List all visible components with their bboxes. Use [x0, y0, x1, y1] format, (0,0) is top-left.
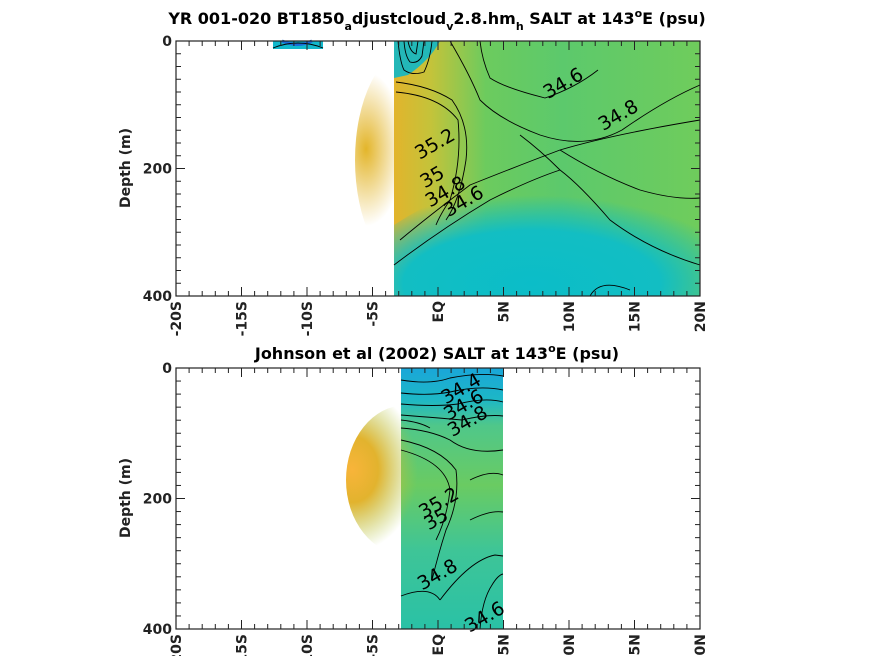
panel-2-contour-lines	[400, 373, 504, 630]
x-tick-label: EQ	[431, 301, 447, 323]
panel-2-title: Johnson et al (2002) SALT at 143oE (psu)	[254, 342, 619, 363]
x-tick-label: 15N	[628, 301, 644, 332]
x-tick-label: -15S	[235, 634, 251, 656]
y-tick-label: 400	[143, 289, 172, 305]
x-tick-label: 10N	[562, 634, 578, 656]
panel-2-high-salinity-core	[346, 405, 466, 555]
x-tick-label: 20N	[693, 634, 709, 656]
x-tick-label: -10S	[300, 301, 316, 336]
x-tick-label: -10S	[300, 634, 316, 656]
panel-2-y-ticks: 0 200 400	[143, 361, 172, 638]
y-tick-label: 0	[162, 361, 172, 377]
panel-2-y-axis-label: Depth (m)	[118, 458, 134, 538]
panel-1-y-axis-label: Depth (m)	[118, 128, 134, 208]
panel-1-x-ticks: -20S -15S -10S -5S EQ 5N 10N 15N 20N	[169, 301, 709, 336]
x-tick-label: -20S	[169, 301, 185, 336]
panel-2-minor-ticks	[175, 367, 701, 630]
panel-1-y-ticks: 0 200 400	[143, 34, 172, 305]
panel-2: Johnson et al (2002) SALT at 143oE (psu)…	[118, 342, 709, 656]
x-tick-label: 10N	[562, 301, 578, 332]
panel-1-contour-lines	[272, 40, 701, 297]
x-tick-label: 20N	[693, 301, 709, 332]
x-tick-label: -5S	[366, 634, 382, 656]
panel-1-minor-ticks	[175, 40, 701, 297]
x-tick-label: -15S	[235, 301, 251, 336]
x-tick-label: 15N	[628, 634, 644, 656]
panel-1: YR 001-020 BT1850adjustcloudv2.8.hmh SAL…	[118, 7, 709, 336]
y-tick-label: 200	[143, 492, 172, 508]
panel-2-x-ticks: -20S -15S -10S -5S EQ 5N 10N 15N 20N	[169, 634, 709, 656]
panel-1-surface-patch-core	[281, 39, 313, 46]
panel-1-low-salinity-region	[394, 170, 700, 296]
y-tick-label: 0	[162, 34, 172, 50]
x-tick-label: -20S	[169, 634, 185, 656]
panel-1-title: YR 001-020 BT1850adjustcloudv2.8.hmh SAL…	[167, 7, 705, 33]
x-tick-label: 5N	[497, 301, 513, 322]
y-tick-label: 400	[143, 622, 172, 638]
panel-1-high-salinity-core	[355, 50, 465, 270]
x-tick-label: -5S	[366, 301, 382, 327]
x-tick-label: EQ	[431, 634, 447, 656]
x-tick-label: 5N	[497, 634, 513, 655]
y-tick-label: 200	[143, 162, 172, 178]
